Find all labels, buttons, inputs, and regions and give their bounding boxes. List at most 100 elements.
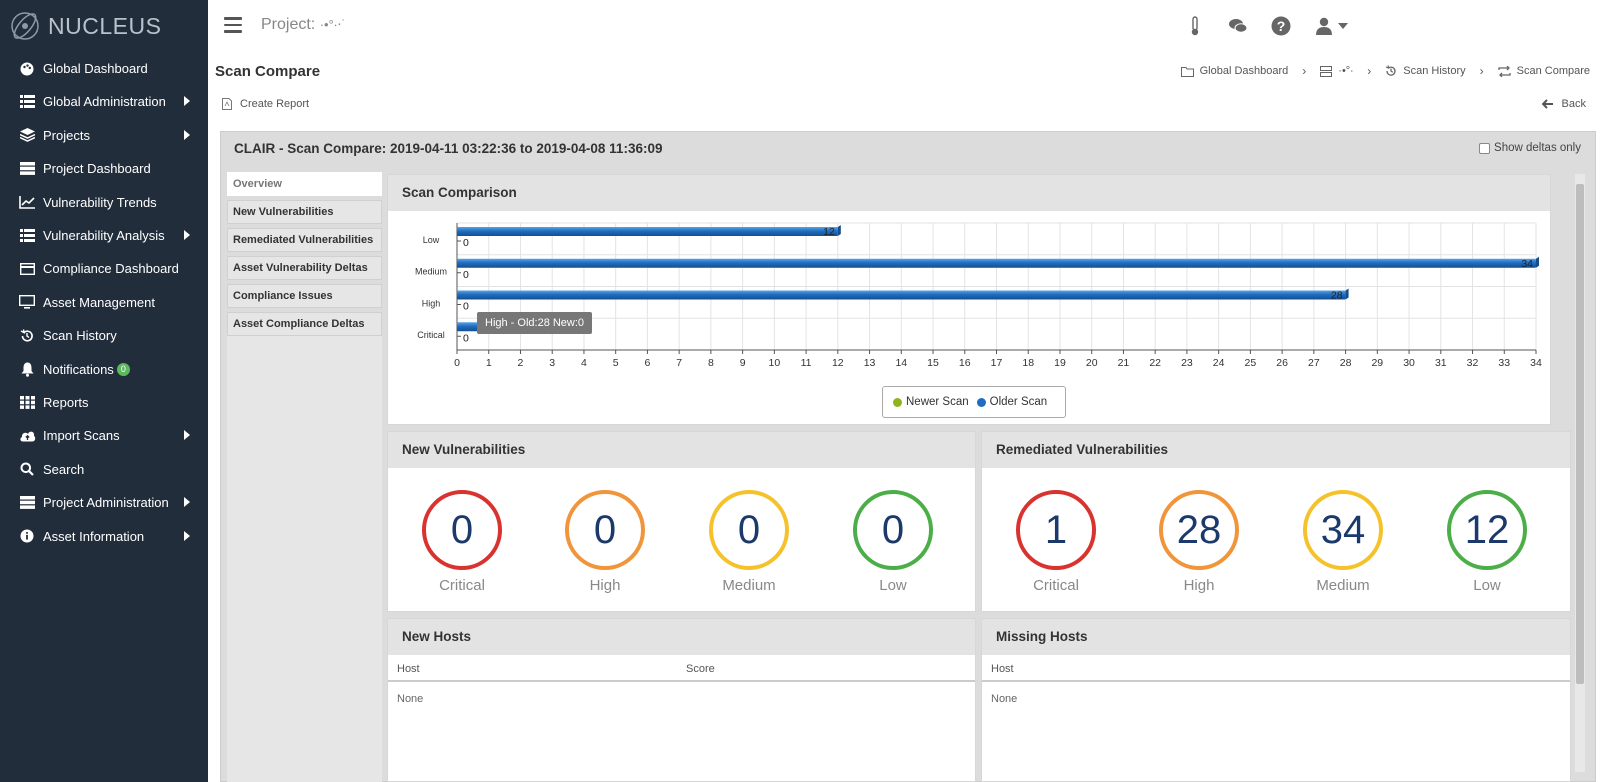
sidebar-item-project-administration[interactable]: Project Administration (0, 486, 208, 519)
server-icon (18, 160, 36, 178)
bar-older-medium[interactable] (457, 258, 1536, 268)
sidebar-item-label: Projects (43, 127, 90, 143)
sidebar-item-compliance-dashboard[interactable]: Compliance Dashboard (0, 252, 208, 285)
category-label: High (422, 298, 441, 308)
back-button[interactable]: Back (1541, 98, 1586, 110)
tab-compliance-issues[interactable]: Compliance Issues (227, 284, 382, 308)
sidebar-item-vulnerability-trends[interactable]: Vulnerability Trends (0, 186, 208, 219)
notification-count-badge: 0 (116, 362, 130, 376)
sidebar-item-vulnerability-analysis[interactable]: Vulnerability Analysis (0, 219, 208, 252)
x-tick-label: 5 (613, 357, 619, 369)
severity-count[interactable]: 0 (853, 490, 933, 570)
nucleus-logo-icon (11, 12, 39, 40)
column-header-host[interactable]: Host (991, 663, 1014, 675)
sidebar-item-asset-management[interactable]: Asset Management (0, 286, 208, 319)
project-selector[interactable]: Project: ·•°∙‧˙ (261, 16, 346, 34)
x-tick-label: 9 (740, 357, 746, 369)
card-title: New Vulnerabilities (388, 432, 975, 468)
user-menu[interactable] (1312, 15, 1352, 37)
cloud-upload-icon (18, 427, 36, 445)
x-tick-label: 16 (959, 357, 971, 369)
create-report-button[interactable]: Create Report (222, 98, 309, 110)
palette-icon (18, 60, 36, 78)
breadcrumb-scan-history[interactable]: Scan History (1385, 65, 1466, 77)
sidebar-item-scan-history[interactable]: Scan History (0, 319, 208, 352)
x-tick-label: 20 (1086, 357, 1098, 369)
menu-toggle-button[interactable] (224, 17, 242, 33)
x-tick-label: 3 (549, 357, 555, 369)
checkbox[interactable] (1479, 142, 1491, 154)
bar-older-high[interactable] (457, 290, 1346, 300)
tab-new-vulnerabilities[interactable]: New Vulnerabilities (227, 200, 382, 224)
breadcrumb-global-dashboard[interactable]: Global Dashboard (1180, 65, 1288, 77)
x-tick-label: 27 (1308, 357, 1320, 369)
sidebar-item-global-dashboard[interactable]: Global Dashboard (0, 52, 208, 85)
thermometer-icon[interactable] (1184, 15, 1206, 37)
bar-value-label: 0 (463, 332, 469, 344)
chevron-down-icon (1338, 23, 1348, 29)
legend-item-older[interactable]: Older Scan (976, 396, 1048, 408)
chat-icon[interactable] (1227, 15, 1249, 37)
remediated-vulnerabilities-card: Remediated Vulnerabilities 1 Critical 28 Hi… (981, 431, 1571, 612)
caret-right-icon (184, 129, 190, 140)
card-title: New Hosts (388, 619, 975, 655)
breadcrumb-label: Scan History (1403, 65, 1466, 77)
sidebar-item-projects[interactable]: Projects (0, 119, 208, 152)
grid-icon (18, 394, 36, 412)
x-tick-label: 17 (991, 357, 1003, 369)
severity-label: Critical (439, 577, 485, 594)
logo[interactable]: NUCLEUS (0, 0, 208, 52)
sidebar-item-global-administration[interactable]: Global Administration (0, 85, 208, 118)
help-icon[interactable]: ? (1270, 15, 1292, 37)
card-title: Remediated Vulnerabilities (982, 432, 1570, 468)
severity-count[interactable]: 12 (1447, 490, 1527, 570)
arrow-left-icon (1541, 99, 1553, 109)
tab-remediated-vulnerabilities[interactable]: Remediated Vulnerabilities (227, 228, 382, 252)
show-deltas-checkbox[interactable]: Show deltas only (1479, 142, 1581, 154)
list-icon (18, 93, 36, 111)
x-tick-label: 21 (1118, 357, 1130, 369)
x-tick-label: 32 (1467, 357, 1479, 369)
sidebar-item-import-scans[interactable]: Import Scans (0, 419, 208, 452)
column-header-score[interactable]: Score (686, 663, 715, 675)
sidebar-item-notifications[interactable]: Notifications 0 (0, 353, 208, 386)
breadcrumb-project[interactable]: ·•°∙ (1320, 65, 1353, 77)
sidebar-item-asset-information[interactable]: Asset Information (0, 520, 208, 553)
x-tick-label: 29 (1371, 357, 1383, 369)
bar-older-edge (837, 225, 841, 236)
layers-icon (18, 126, 36, 144)
breadcrumb-separator: › (1302, 64, 1307, 78)
history-icon (18, 327, 36, 345)
tab-overview[interactable]: Overview (227, 172, 382, 196)
severity-count[interactable]: 1 (1016, 490, 1096, 570)
bar-older-low[interactable] (457, 227, 838, 236)
sidebar-item-label: Project Administration (43, 495, 169, 511)
chart-tooltip: High - Old:28 New:0 (477, 312, 593, 334)
column-header-host[interactable]: Host (397, 663, 420, 675)
severity-count[interactable]: 0 (565, 490, 645, 570)
tab-asset-vulnerability-deltas[interactable]: Asset Vulnerability Deltas (227, 256, 382, 280)
sidebar-item-label: Notifications (43, 361, 114, 377)
severity-count[interactable]: 0 (422, 490, 502, 570)
scrollbar-thumb[interactable] (1576, 184, 1584, 684)
sidebar-item-search[interactable]: Search (0, 453, 208, 486)
severity-count[interactable]: 28 (1159, 490, 1239, 570)
sidebar-item-label: Import Scans (43, 428, 120, 444)
sidebar-item-reports[interactable]: Reports (0, 386, 208, 419)
sidebar-item-project-dashboard[interactable]: Project Dashboard (0, 152, 208, 185)
severity-high: 0 High (565, 490, 645, 594)
tab-asset-compliance-deltas[interactable]: Asset Compliance Deltas (227, 312, 382, 336)
bar-older-edge (1345, 288, 1349, 300)
table-empty-row: None (991, 693, 1018, 705)
severity-medium: 0 Medium (709, 490, 789, 594)
scrollbar[interactable] (1575, 174, 1585, 772)
severity-low: 0 Low (853, 490, 933, 594)
legend-label: Older Scan (989, 396, 1048, 408)
folder-icon (1180, 66, 1194, 77)
severity-count[interactable]: 0 (709, 490, 789, 570)
legend-item-newer[interactable]: Newer Scan (893, 396, 969, 408)
severity-count[interactable]: 34 (1303, 490, 1383, 570)
new-hosts-card: New Hosts Host Score None (387, 618, 976, 782)
x-tick-label: 0 (454, 357, 460, 369)
x-tick-label: 13 (864, 357, 876, 369)
